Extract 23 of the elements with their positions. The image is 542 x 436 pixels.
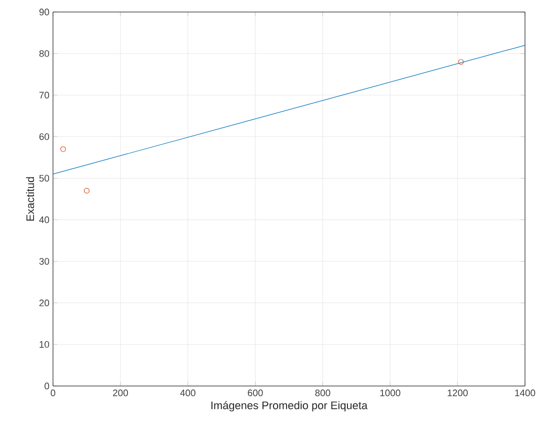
- x-tick-label: 400: [180, 390, 196, 396]
- y-tick-label: 40: [39, 216, 50, 224]
- y-tick-label: 70: [39, 92, 50, 98]
- y-tick-label: 50: [39, 174, 50, 182]
- y-axis-title: Exactitud: [26, 177, 34, 221]
- x-tick-label: 600: [248, 390, 263, 396]
- x-tick-label: 1200: [448, 390, 468, 396]
- point: [84, 188, 90, 194]
- y-tick-label: 60: [39, 133, 50, 140]
- x-tick-label: 1000: [380, 390, 400, 396]
- y-tick-label: 30: [39, 258, 50, 265]
- point: [458, 59, 464, 65]
- x-tick-label: 0: [50, 390, 56, 396]
- point: [60, 146, 66, 152]
- y-tick-label: 0: [44, 382, 50, 390]
- y-tick-label: 80: [39, 50, 50, 57]
- y-tick-label: 20: [39, 300, 50, 306]
- x-tick-label: 200: [113, 390, 128, 396]
- x-axis-title: Imágenes Promedio por Eiqueta: [211, 401, 368, 412]
- y-tick-label: 90: [39, 8, 50, 16]
- x-tick-label: 800: [315, 390, 330, 396]
- x-tick-label: 1400: [515, 390, 536, 396]
- y-tick-label: 10: [40, 341, 50, 348]
